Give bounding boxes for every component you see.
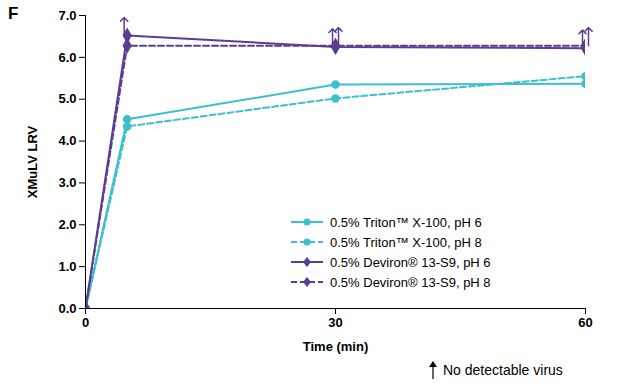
svg-text:Time (min): Time (min) [303,339,369,354]
html-text:0.5% Deviron® 13-S9, pH 6: 0.5% Deviron® 13-S9, pH 6 [330,254,491,270]
svg-text:3.0: 3.0 [58,175,76,190]
html-text:0.5% Triton™ X-100, pH 8: 0.5% Triton™ X-100, pH 8 [330,234,482,250]
svg-text:5.0: 5.0 [58,91,76,106]
svg-text:30: 30 [328,315,342,330]
svg-text:1.0: 1.0 [58,259,76,274]
html-text:0.5% Deviron® 13-S9, pH 8: 0.5% Deviron® 13-S9, pH 8 [330,274,491,290]
svg-text:7.0: 7.0 [58,8,76,23]
svg-text:60: 60 [578,315,592,330]
svg-text:0.0: 0.0 [58,301,76,316]
svg-text:XMuLV LRV: XMuLV LRV [25,125,40,198]
html-text:0.5% Triton™ X-100, pH 6: 0.5% Triton™ X-100, pH 6 [330,214,482,230]
svg-text:6.0: 6.0 [58,50,76,65]
svg-text:4.0: 4.0 [58,133,76,148]
html-text:No detectable virus: No detectable virus [443,362,563,378]
svg-text:0: 0 [82,315,89,330]
html-text:F: F [8,4,19,23]
svg-text:2.0: 2.0 [58,217,76,232]
